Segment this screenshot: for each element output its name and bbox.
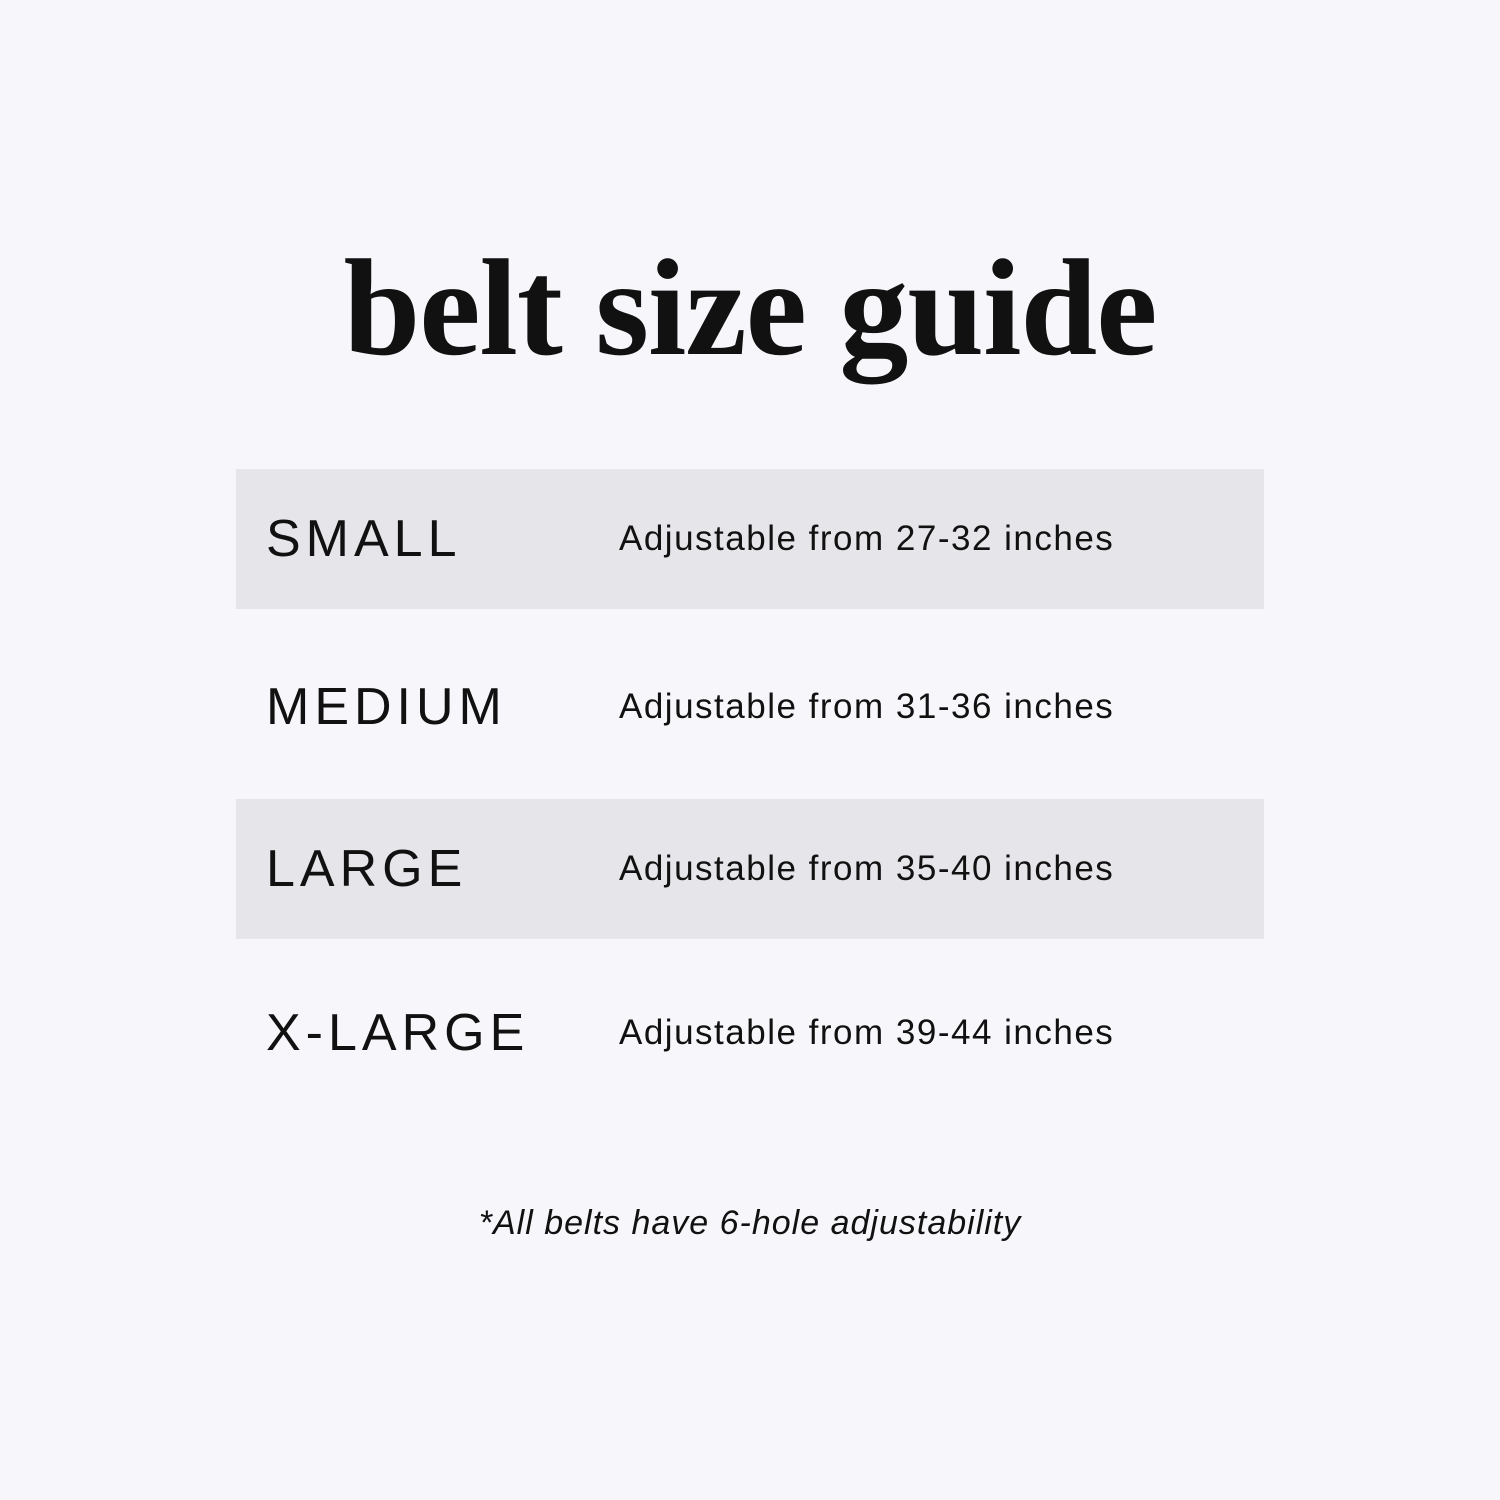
- size-row-medium: MEDIUM Adjustable from 31-36 inches: [236, 637, 1264, 777]
- size-row-large: LARGE Adjustable from 35-40 inches: [236, 799, 1264, 939]
- size-label: MEDIUM: [266, 678, 507, 736]
- size-label: LARGE: [266, 840, 468, 898]
- size-row-x-large: X-LARGE Adjustable from 39-44 inches: [236, 963, 1264, 1103]
- footnote: *All belts have 6-hole adjustability: [478, 1204, 1022, 1242]
- page-title: belt size guide: [343, 231, 1158, 384]
- size-description: Adjustable from 35-40 inches: [619, 849, 1115, 888]
- size-description: Adjustable from 27-32 inches: [619, 519, 1115, 558]
- size-description: Adjustable from 39-44 inches: [619, 1013, 1115, 1052]
- size-description: Adjustable from 31-36 inches: [619, 687, 1115, 726]
- size-row-small: SMALL Adjustable from 27-32 inches: [236, 469, 1264, 609]
- size-label: SMALL: [266, 510, 462, 568]
- size-label: X-LARGE: [266, 1004, 530, 1062]
